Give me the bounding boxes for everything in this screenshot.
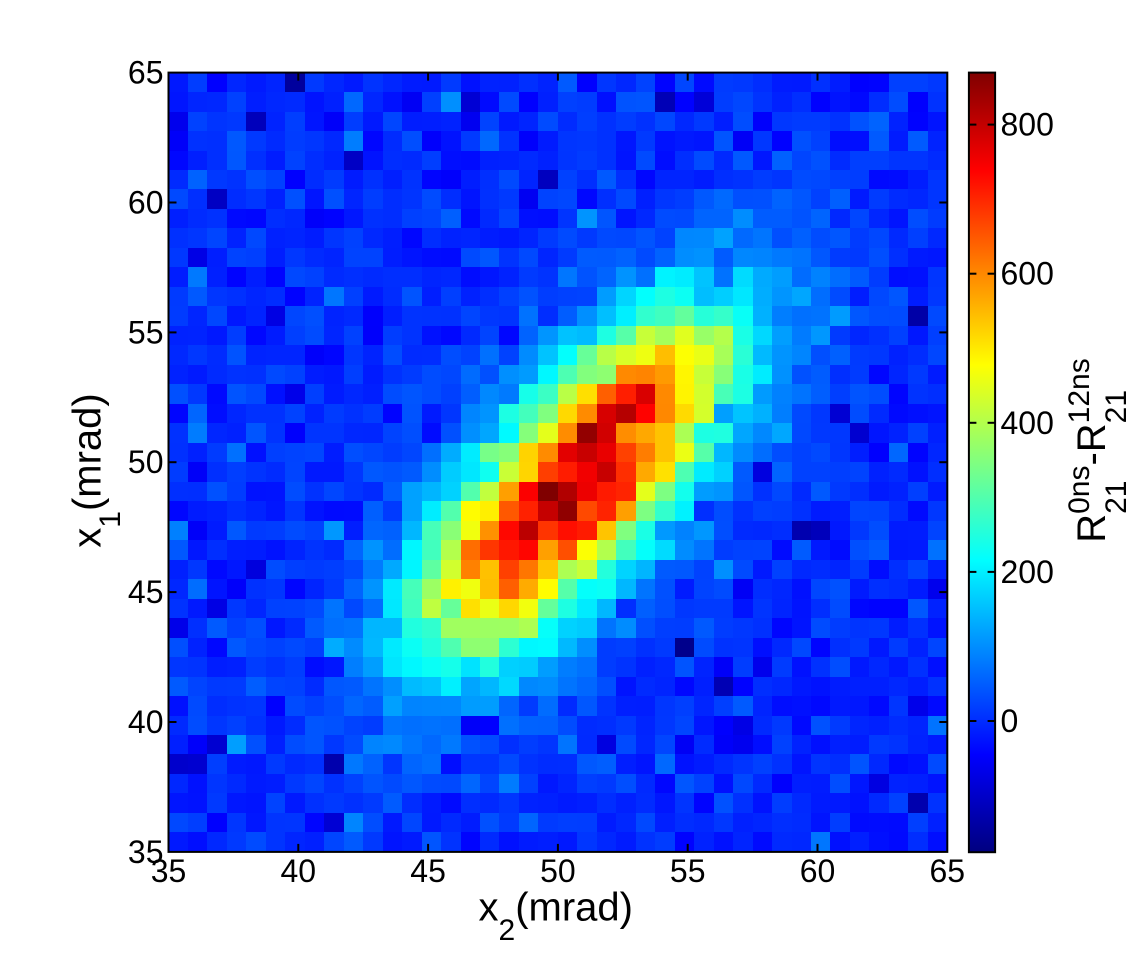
svg-text:65: 65 — [128, 55, 164, 91]
svg-text:45: 45 — [128, 574, 164, 610]
svg-text:0ns: 0ns — [1063, 466, 1096, 514]
svg-text:65: 65 — [930, 853, 966, 889]
svg-text:40: 40 — [128, 704, 164, 740]
svg-text:55: 55 — [128, 314, 164, 350]
svg-text:21: 21 — [1100, 390, 1133, 423]
svg-text:60: 60 — [800, 853, 836, 889]
svg-text:0: 0 — [1001, 703, 1019, 739]
svg-text:50: 50 — [128, 444, 164, 480]
svg-text:400: 400 — [1001, 405, 1054, 441]
svg-text:R: R — [1070, 514, 1114, 543]
svg-text:12ns: 12ns — [1063, 358, 1096, 423]
svg-text:200: 200 — [1001, 554, 1054, 590]
svg-text:55: 55 — [670, 853, 706, 889]
svg-text:35: 35 — [128, 834, 164, 870]
svg-text:21: 21 — [1100, 481, 1133, 514]
svg-text:x1(mrad): x1(mrad) — [66, 393, 128, 547]
svg-text:45: 45 — [410, 853, 446, 889]
svg-text:50: 50 — [540, 853, 576, 889]
svg-text:600: 600 — [1001, 256, 1054, 292]
svg-text:60: 60 — [128, 185, 164, 221]
svg-text:-: - — [1070, 452, 1114, 465]
svg-text:35: 35 — [151, 853, 187, 889]
svg-text:R: R — [1070, 423, 1114, 452]
svg-text:800: 800 — [1001, 107, 1054, 143]
svg-text:40: 40 — [281, 853, 317, 889]
